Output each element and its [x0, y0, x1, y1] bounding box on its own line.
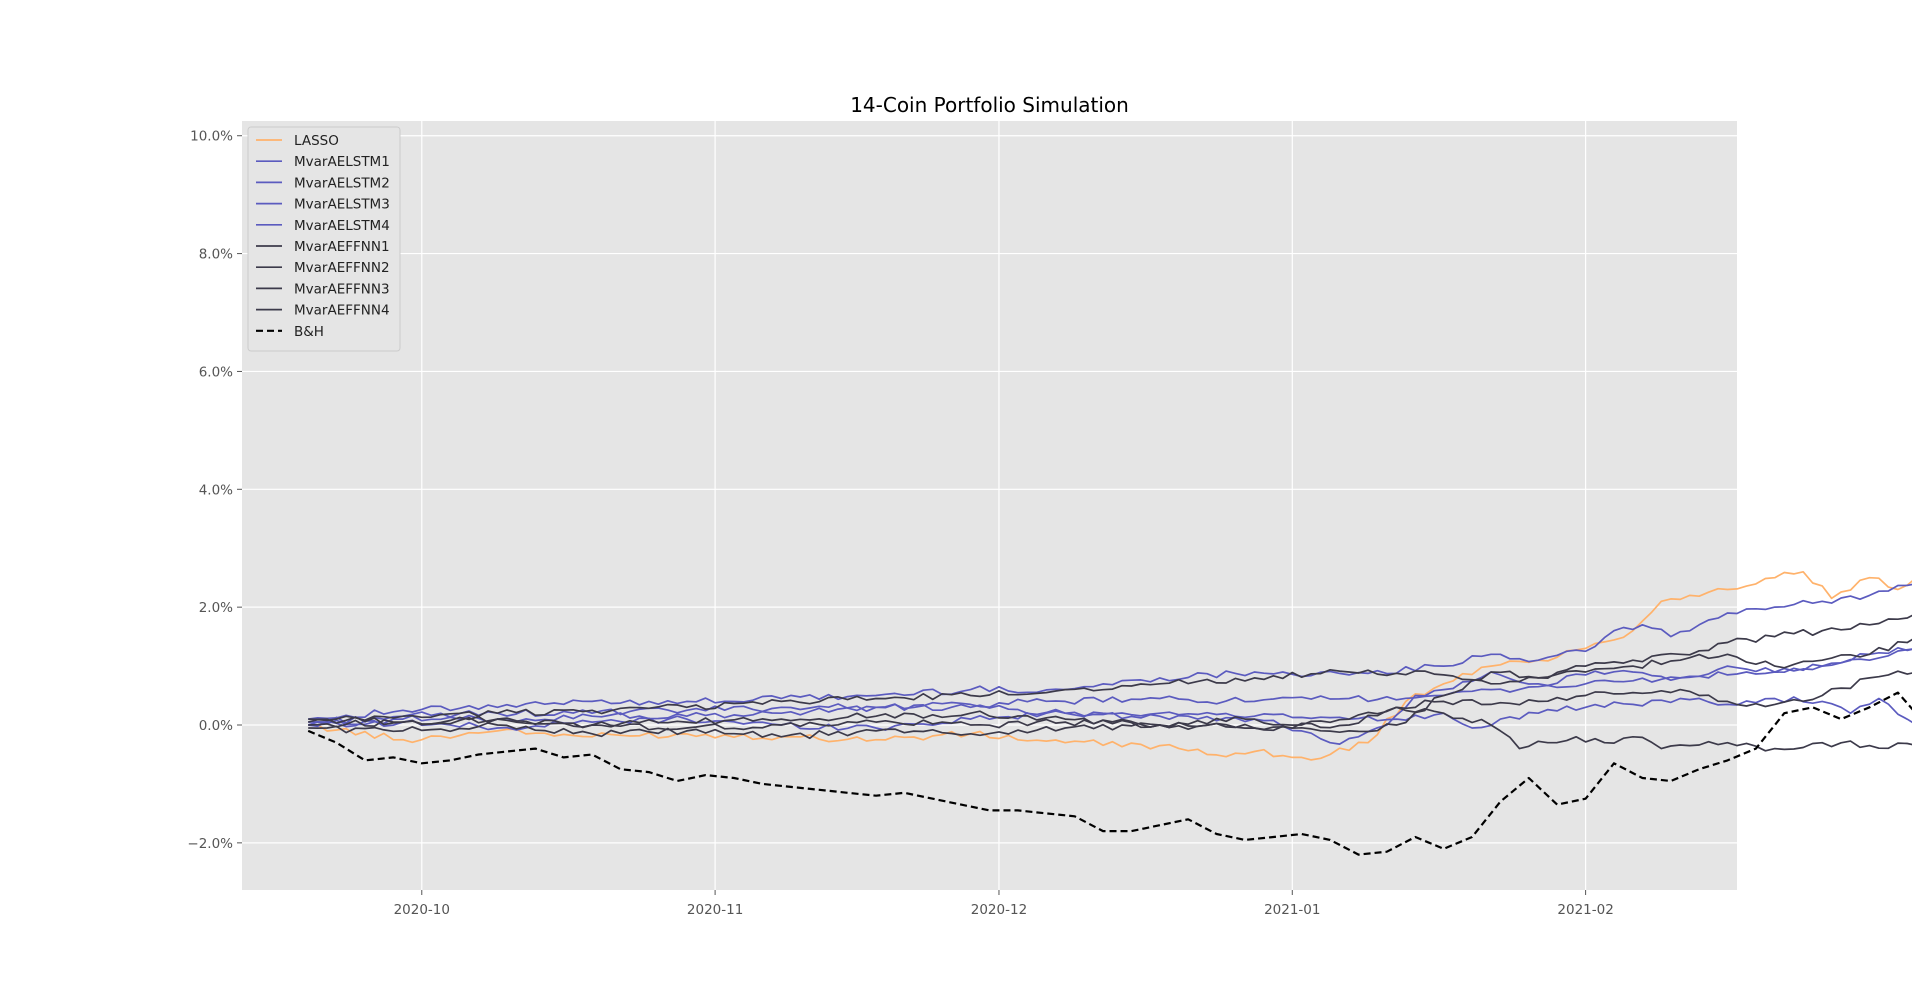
y-tick-label: 0.0% — [199, 718, 233, 734]
legend-label: LASSO — [294, 133, 339, 149]
x-tick-label: 2021-02 — [1557, 902, 1613, 918]
legend-label: MvarAELSTM1 — [294, 154, 390, 170]
plot-area — [242, 121, 1737, 890]
y-tick-label: 4.0% — [199, 482, 233, 498]
series-line-mvaraeffnn2 — [308, 638, 1912, 734]
series-line-mvaraelstm4 — [307, 646, 1912, 745]
legend-label: MvarAEFFNN4 — [294, 303, 390, 319]
series-line-b-h — [307, 691, 1912, 856]
chart-title: 14-Coin Portfolio Simulation — [850, 93, 1129, 117]
legend-label: MvarAELSTM4 — [294, 218, 390, 234]
series-line-mvaraelstm2 — [308, 648, 1912, 724]
x-tick-label: 2020-10 — [394, 902, 450, 918]
legend-label: MvarAEFFNN3 — [294, 281, 390, 297]
x-tick-label: 2020-11 — [687, 902, 743, 918]
series-line-mvaraeffnn3 — [308, 670, 1912, 740]
series-line-mvaraelstm1 — [308, 583, 1912, 720]
legend-label: MvarAELSTM2 — [294, 175, 390, 191]
x-tick-label: 2021-01 — [1264, 902, 1320, 918]
series-line-mvaraelstm3 — [308, 696, 1912, 731]
y-tick-label: −2.0% — [187, 836, 233, 852]
legend-label: MvarAEFFNN2 — [294, 260, 390, 276]
x-tick-label: 2020-12 — [971, 902, 1027, 918]
legend-box — [247, 126, 401, 352]
y-tick-label: 8.0% — [199, 247, 233, 263]
series-line-mvaraeffnn4 — [308, 706, 1912, 752]
legend-label: MvarAELSTM3 — [294, 197, 390, 213]
y-tick-label: 2.0% — [199, 600, 233, 616]
y-tick-label: 10.0% — [190, 129, 233, 145]
series-line-lasso — [308, 570, 1912, 761]
y-tick-label: 6.0% — [199, 364, 233, 380]
series-line-mvaraeffnn1 — [307, 614, 1912, 723]
legend-label: MvarAEFFNN1 — [294, 239, 390, 255]
legend-label: B&H — [294, 324, 324, 340]
